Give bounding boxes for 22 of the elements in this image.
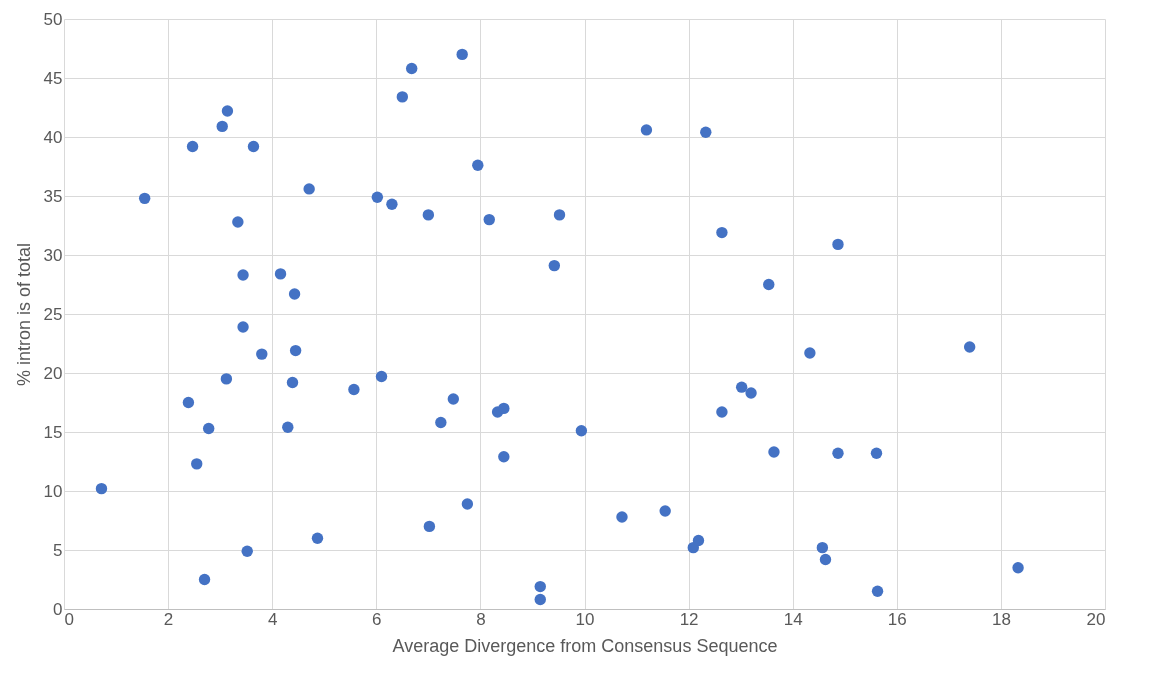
x-tick-label: 10 [575, 609, 595, 629]
y-tick-label: 35 [43, 186, 63, 206]
x-tick-label: 16 [887, 609, 907, 629]
x-tick-label: 14 [783, 609, 803, 629]
x-tick-label: 12 [679, 609, 699, 629]
y-tick-label: 30 [43, 245, 63, 265]
x-tick-label: 20 [1086, 609, 1106, 629]
y-tick-label: 25 [43, 304, 63, 324]
y-tick-label: 10 [43, 481, 63, 501]
y-tick-label: 15 [43, 422, 63, 442]
x-axis-title: Average Divergence from Consensus Sequence [392, 635, 778, 656]
y-axis-title: % intron is of total [13, 242, 34, 387]
x-tick-label: 8 [476, 609, 486, 629]
y-tick-label: 5 [53, 540, 63, 560]
y-tick-label: 40 [43, 127, 63, 147]
x-tick-label: 6 [372, 609, 382, 629]
x-tick-label: 4 [267, 609, 278, 629]
x-tick-label: 2 [163, 609, 174, 629]
y-tick-label: 45 [43, 68, 63, 88]
x-tick-label: 18 [991, 609, 1011, 629]
y-tick-label: 50 [43, 9, 63, 29]
y-tick-label: 20 [43, 363, 63, 383]
